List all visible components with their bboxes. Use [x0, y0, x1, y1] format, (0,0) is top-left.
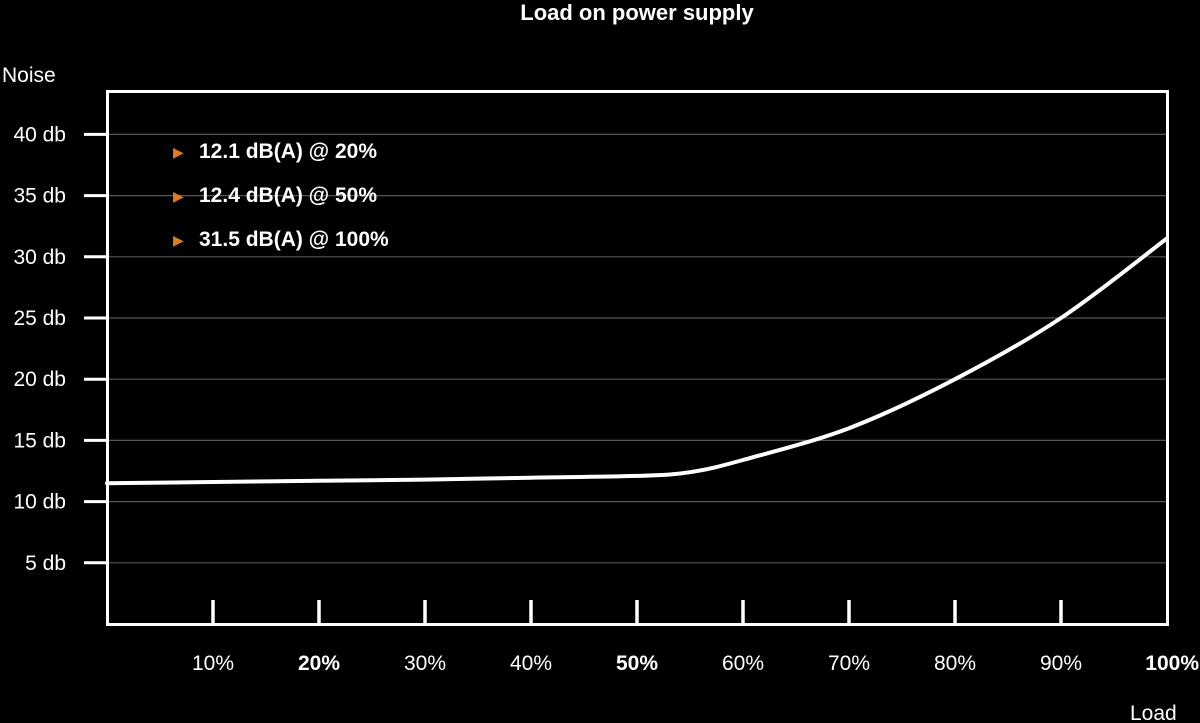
y-tick-label: 25 db: [13, 307, 66, 330]
x-tick-label: 50%: [616, 652, 658, 675]
annotation-marker-icon: ▶: [173, 233, 184, 249]
series-line-noise: [105, 236, 1169, 486]
y-axis-label: Noise: [2, 64, 56, 87]
x-tick-label: 40%: [510, 652, 552, 675]
x-tick-label: 100%: [1145, 652, 1199, 675]
x-tick-label: 60%: [722, 652, 764, 675]
y-axis-ticks: 5 db 10 db 15 db 20 db 25 db 30 db 35 db 40 db: [13, 123, 107, 575]
plot-frame: [106, 90, 1169, 626]
annotation-text: 31.5 dB(A) @ 100%: [199, 228, 389, 251]
x-tick-label: 70%: [828, 652, 870, 675]
grid-lines: [107, 133, 1167, 564]
annotation-marker-icon: ▶: [173, 145, 184, 161]
y-tick-label: 10 db: [13, 491, 66, 514]
y-tick-label: 20 db: [13, 368, 66, 391]
x-tick-label: 20%: [298, 652, 340, 675]
y-tick-label: 15 db: [13, 429, 66, 452]
y-tick-label: 40 db: [13, 123, 66, 146]
chart-title: Load on power supply: [520, 0, 754, 25]
x-tick-label: 30%: [404, 652, 446, 675]
x-tick-label: 90%: [1040, 652, 1082, 675]
y-tick-label: 35 db: [13, 185, 66, 208]
y-tick-label: 30 db: [13, 246, 66, 269]
y-tick-label: 5 db: [25, 552, 66, 575]
annotation-list: ▶ 12.1 dB(A) @ 20% ▶ 12.4 dB(A) @ 50% ▶ 31.5 …: [173, 140, 389, 251]
annotation-marker-icon: ▶: [173, 189, 184, 205]
annotation-text: 12.1 dB(A) @ 20%: [199, 140, 377, 163]
x-tick-label: 80%: [934, 652, 976, 675]
x-axis-ticks: 10% 20% 30% 40% 50% 60% 70% 80% 90% 100%: [192, 600, 1199, 675]
annotation-text: 12.4 dB(A) @ 50%: [199, 184, 377, 207]
x-axis-label: Load: [1130, 702, 1177, 723]
x-tick-label: 10%: [192, 652, 234, 675]
